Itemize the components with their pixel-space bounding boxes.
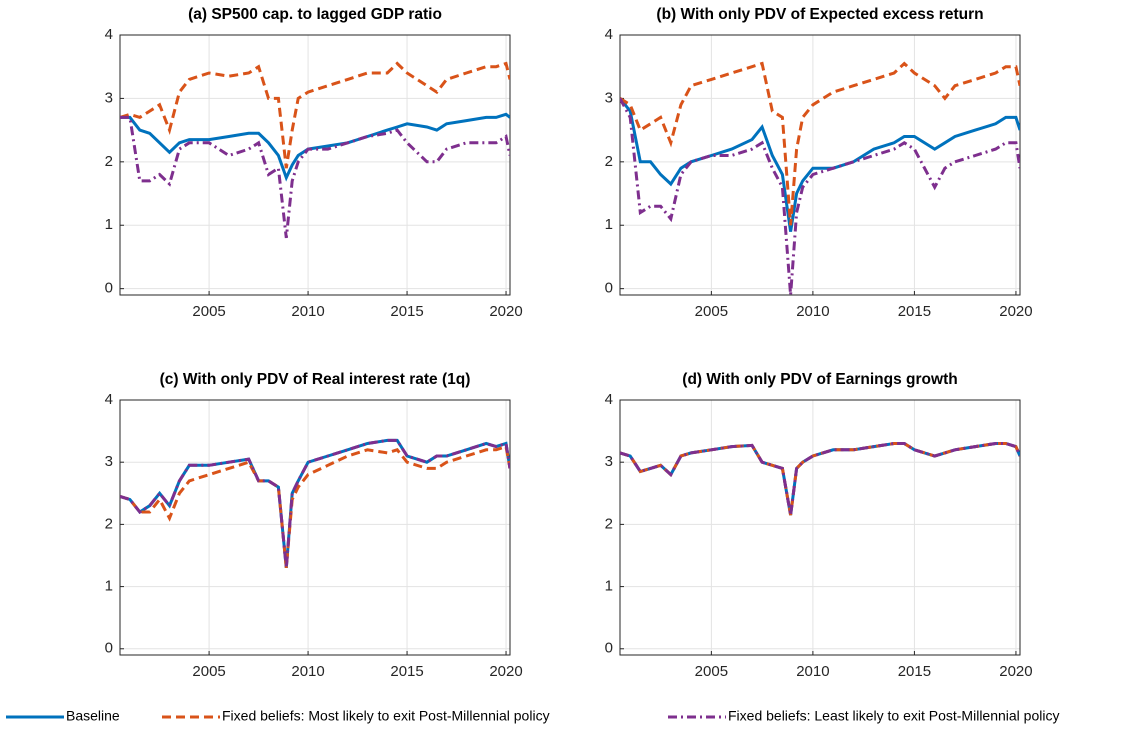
y-tick-label: 4	[605, 26, 613, 43]
y-tick-label: 3	[105, 453, 113, 470]
y-tick-label: 3	[605, 453, 613, 470]
series-line	[120, 438, 510, 569]
y-tick-label: 0	[605, 640, 613, 657]
plot-area	[620, 400, 1020, 655]
x-tick-label: 2020	[999, 303, 1032, 320]
y-tick-label: 2	[605, 153, 613, 170]
x-tick-label: 2015	[898, 303, 931, 320]
x-tick-label: 2005	[695, 663, 728, 680]
y-tick-label: 2	[605, 515, 613, 532]
x-tick-label: 2005	[192, 303, 225, 320]
series-line	[120, 115, 510, 239]
x-tick-label: 2015	[390, 663, 423, 680]
x-tick-label: 2005	[192, 663, 225, 680]
y-tick-label: 4	[105, 391, 113, 408]
x-tick-label: 2005	[695, 303, 728, 320]
chart-title: (c) With only PDV of Real interest rate …	[160, 371, 471, 388]
x-tick-label: 2020	[489, 663, 522, 680]
x-tick-label: 2010	[796, 663, 829, 680]
y-tick-label: 3	[605, 89, 613, 106]
y-tick-label: 4	[605, 391, 613, 408]
x-tick-label: 2020	[999, 663, 1032, 680]
series-line	[120, 61, 510, 169]
x-tick-label: 2020	[489, 303, 522, 320]
series-line	[620, 61, 1020, 226]
series-line	[620, 442, 1020, 516]
y-tick-label: 1	[605, 578, 613, 595]
plot-area	[120, 400, 510, 655]
chart-title: (d) With only PDV of Earnings growth	[682, 371, 957, 388]
y-tick-label: 4	[105, 26, 113, 43]
y-tick-label: 0	[605, 280, 613, 297]
series-line	[120, 444, 510, 569]
y-tick-label: 2	[105, 515, 113, 532]
plot-area	[620, 35, 1020, 295]
axes-box	[619, 34, 1021, 296]
axes-box	[119, 399, 511, 656]
x-tick-label: 2015	[390, 303, 423, 320]
axes-box	[119, 34, 511, 296]
y-tick-label: 0	[105, 640, 113, 657]
legend-label: Fixed beliefs: Least likely to exit Post…	[728, 708, 1059, 724]
chart-title: (a) SP500 cap. to lagged GDP ratio	[188, 6, 442, 23]
y-tick-label: 0	[105, 280, 113, 297]
x-tick-label: 2010	[291, 663, 324, 680]
y-tick-label: 1	[105, 578, 113, 595]
legend-label: Fixed beliefs: Most likely to exit Post-…	[222, 708, 550, 724]
y-tick-label: 1	[605, 216, 613, 233]
y-tick-label: 3	[105, 89, 113, 106]
y-tick-label: 1	[105, 216, 113, 233]
legend-label: Baseline	[66, 708, 120, 724]
x-tick-label: 2010	[796, 303, 829, 320]
x-tick-label: 2010	[291, 303, 324, 320]
axes-box	[619, 399, 1021, 656]
series-line	[620, 97, 1020, 232]
y-tick-label: 2	[105, 153, 113, 170]
chart-title: (b) With only PDV of Expected excess ret…	[656, 6, 983, 23]
series-line	[620, 442, 1020, 516]
plot-area	[120, 35, 510, 295]
series-line	[120, 112, 510, 182]
x-tick-label: 2015	[898, 663, 931, 680]
